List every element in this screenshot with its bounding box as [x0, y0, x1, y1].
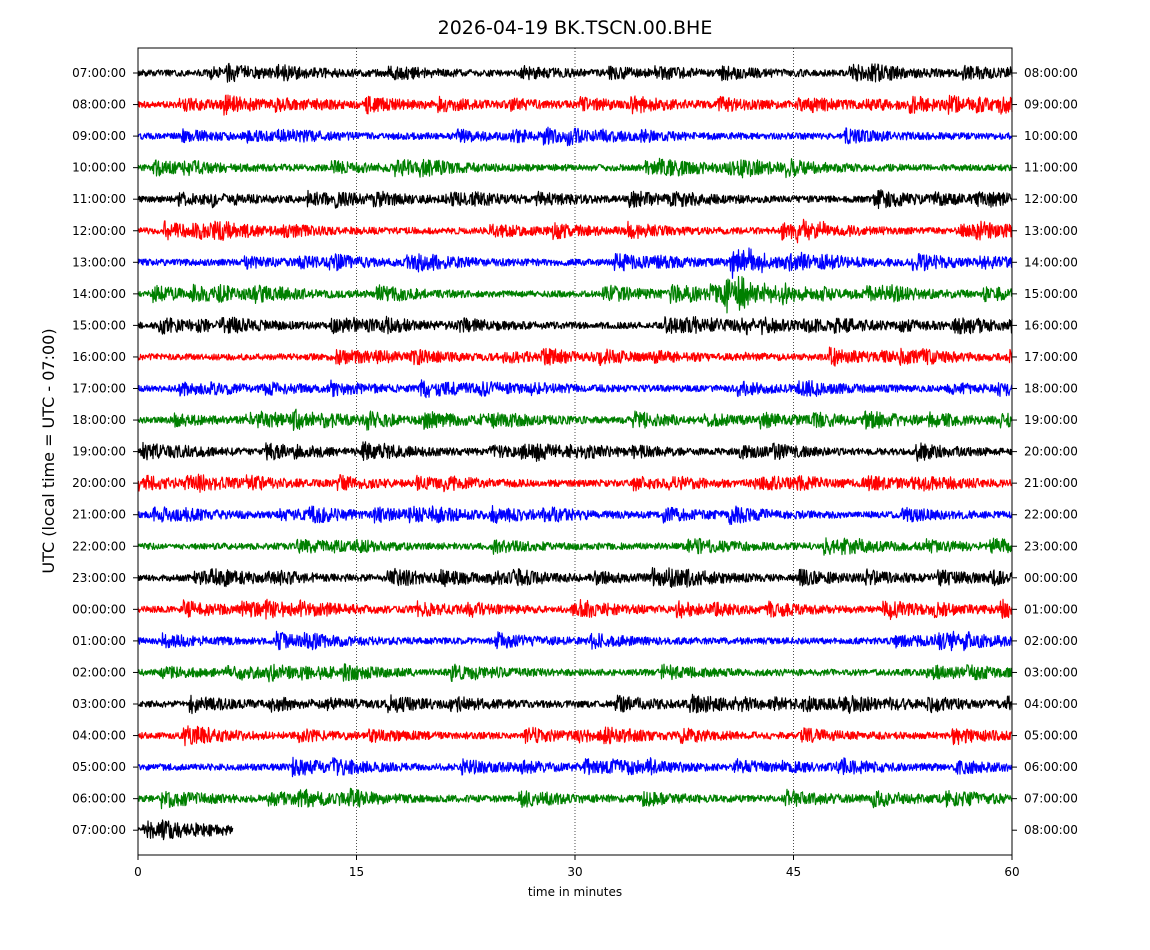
right-time-label: 00:00:00: [1024, 571, 1078, 585]
right-time-label: 17:00:00: [1024, 350, 1078, 364]
plot-frame: [137, 47, 1013, 856]
left-time-label: 14:00:00: [72, 287, 126, 301]
right-time-label: 18:00:00: [1024, 382, 1078, 396]
seismic-trace-line: [137, 218, 1013, 244]
x-tick-label: 45: [786, 865, 801, 879]
right-time-label: 10:00:00: [1024, 129, 1078, 143]
x-axis-ticks: 0 15 30 45 60: [134, 855, 1020, 879]
seismic-trace-line: [137, 598, 1013, 621]
grid-lines: [356, 48, 794, 855]
seismic-trace-line: [137, 94, 1013, 116]
right-time-label: 14:00:00: [1024, 255, 1078, 269]
seismic-trace-line: [137, 189, 1013, 210]
seismic-trace-line: [137, 157, 1013, 179]
seismic-trace-line: [137, 787, 1013, 810]
seismic-trace-line: [137, 505, 1013, 526]
seismic-trace-line: [137, 247, 1013, 279]
left-time-label: 20:00:00: [72, 476, 126, 490]
seismic-trace-line: [137, 473, 1013, 493]
seismic-trace-line: [137, 819, 234, 841]
right-time-label: 05:00:00: [1024, 729, 1078, 743]
left-time-label: 10:00:00: [72, 161, 126, 175]
seismic-trace-line: [137, 756, 1013, 778]
left-time-label: 11:00:00: [72, 192, 126, 206]
right-time-label: 08:00:00: [1024, 66, 1078, 80]
right-time-label: 22:00:00: [1024, 508, 1078, 522]
right-time-label: 19:00:00: [1024, 413, 1078, 427]
left-time-label: 22:00:00: [72, 539, 126, 553]
x-axis-label: time in minutes: [528, 885, 622, 899]
left-time-label: 03:00:00: [72, 697, 126, 711]
seismic-trace-line: [137, 379, 1013, 399]
seismic-trace-line: [137, 441, 1013, 462]
x-tick-label: 0: [134, 865, 142, 879]
right-time-label: 01:00:00: [1024, 602, 1078, 616]
right-time-label: 07:00:00: [1024, 792, 1078, 806]
right-time-label: 12:00:00: [1024, 192, 1078, 206]
right-time-label: 02:00:00: [1024, 634, 1078, 648]
left-time-label: 01:00:00: [72, 634, 126, 648]
left-time-label: 15:00:00: [72, 318, 126, 332]
right-time-label: 08:00:00: [1024, 823, 1078, 837]
right-time-label: 11:00:00: [1024, 161, 1078, 175]
y-axis-label: UTC (local time = UTC - 07:00): [39, 328, 58, 573]
right-time-label: 21:00:00: [1024, 476, 1078, 490]
left-time-label: 09:00:00: [72, 129, 126, 143]
chart-title: 2026-04-19 BK.TSCN.00.BHE: [438, 17, 713, 39]
right-time-label: 03:00:00: [1024, 665, 1078, 679]
x-tick-label: 30: [567, 865, 582, 879]
right-time-label: 15:00:00: [1024, 287, 1078, 301]
seismic-trace-line: [137, 62, 1013, 83]
seismic-trace-line: [137, 537, 1013, 556]
left-time-ticks: 07:00:00 08:00:00 09:00:00 10:00:00 11:00:00…: [72, 66, 138, 837]
left-time-label: 13:00:00: [72, 255, 126, 269]
seismic-trace-line: [137, 663, 1013, 683]
right-time-label: 20:00:00: [1024, 445, 1078, 459]
left-time-label: 18:00:00: [72, 413, 126, 427]
left-time-label: 02:00:00: [72, 665, 126, 679]
left-time-label: 08:00:00: [72, 98, 126, 112]
left-time-label: 07:00:00: [72, 823, 126, 837]
left-time-label: 23:00:00: [72, 571, 126, 585]
left-time-label: 00:00:00: [72, 602, 126, 616]
right-time-label: 06:00:00: [1024, 760, 1078, 774]
right-time-label: 09:00:00: [1024, 98, 1078, 112]
left-time-label: 16:00:00: [72, 350, 126, 364]
right-time-label: 16:00:00: [1024, 318, 1078, 332]
left-time-label: 21:00:00: [72, 508, 126, 522]
seismic-trace-line: [137, 566, 1013, 589]
left-time-label: 12:00:00: [72, 224, 126, 238]
right-time-ticks: 08:00:00 09:00:00 10:00:00 11:00:00 12:00:00…: [1012, 66, 1078, 837]
seismic-trace-line: [137, 275, 1013, 314]
seismic-trace-line: [137, 725, 1013, 747]
right-time-label: 04:00:00: [1024, 697, 1078, 711]
right-time-label: 13:00:00: [1024, 224, 1078, 238]
left-time-label: 06:00:00: [72, 792, 126, 806]
left-time-label: 04:00:00: [72, 729, 126, 743]
right-time-label: 23:00:00: [1024, 539, 1078, 553]
seismic-trace-line: [137, 346, 1013, 367]
seismic-trace-line: [137, 408, 1013, 431]
left-time-label: 19:00:00: [72, 445, 126, 459]
left-time-label: 17:00:00: [72, 382, 126, 396]
seismic-traces: [137, 62, 1013, 841]
left-time-label: 05:00:00: [72, 760, 126, 774]
seismic-trace-line: [137, 693, 1013, 715]
seismic-trace-line: [137, 315, 1013, 336]
x-tick-label: 60: [1004, 865, 1019, 879]
left-time-label: 07:00:00: [72, 66, 126, 80]
seismic-trace-line: [137, 630, 1013, 652]
seismic-trace-line: [137, 126, 1013, 147]
x-tick-label: 15: [349, 865, 364, 879]
